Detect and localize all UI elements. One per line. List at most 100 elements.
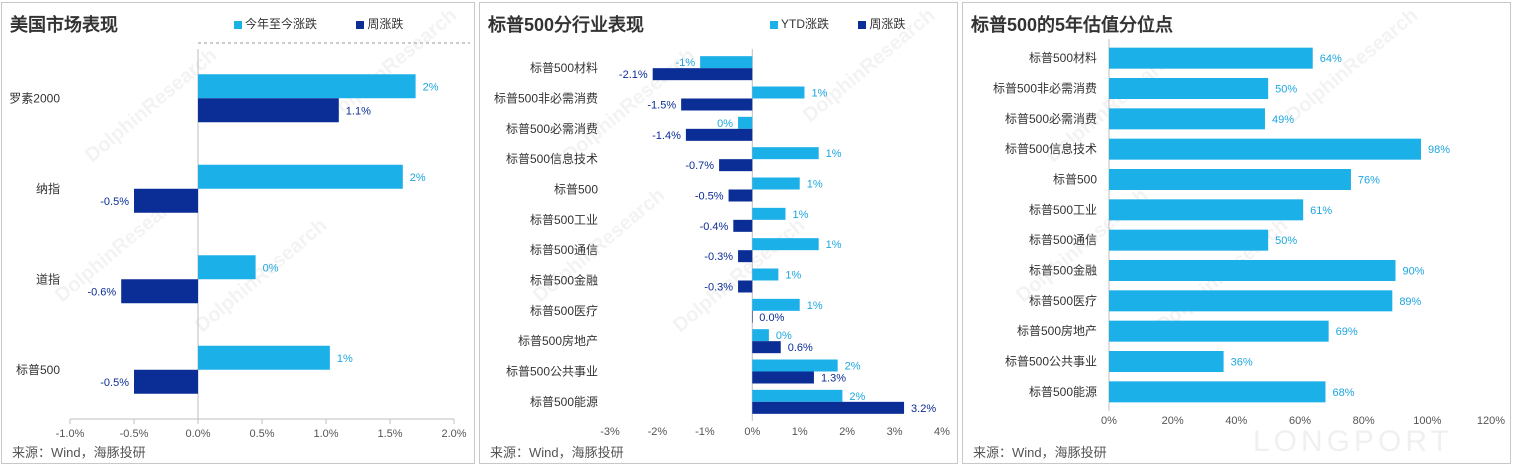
x-tick-label: -0.5% — [120, 428, 149, 440]
weekly-bar — [652, 68, 753, 81]
x-tick-label: 40% — [1225, 415, 1247, 427]
weekly-data-label: -1.4% — [652, 130, 681, 142]
legend-swatch-ytd — [234, 20, 242, 29]
weekly-bar — [198, 98, 339, 123]
x-tick-label: 120% — [1477, 415, 1505, 427]
ytd-data-label: 2% — [849, 391, 865, 403]
ytd-data-label: 1% — [811, 88, 827, 100]
weekly-data-label: -0.4% — [700, 221, 729, 233]
weekly-data-label: -0.3% — [704, 282, 733, 294]
weekly-data-label: -0.5% — [695, 191, 724, 203]
legend-item-ytd: YTD涨跌 — [770, 17, 829, 31]
ytd-data-label: 1% — [792, 209, 808, 221]
x-tick-label: -2% — [648, 426, 668, 438]
ytd-data-label: 2% — [410, 172, 426, 184]
legend-label-ytd: YTD涨跌 — [781, 17, 830, 31]
valuation-data-label: 69% — [1336, 326, 1358, 338]
ytd-data-label: 0% — [263, 262, 279, 274]
ytd-data-label: 1% — [807, 300, 823, 312]
ytd-data-label: 2% — [423, 81, 439, 93]
legend-label-weekly: 周涨跌 — [367, 17, 404, 31]
valuation-data-label: 98% — [1428, 144, 1450, 156]
category-label: 标普500必需消费 — [1005, 112, 1097, 126]
valuation-data-label: 68% — [1332, 387, 1354, 399]
legend-item-weekly: 周涨跌 — [356, 17, 403, 31]
valuation-data-label: 90% — [1403, 266, 1425, 278]
x-tick-label: -1% — [695, 426, 715, 438]
x-tick-label: 0.5% — [249, 428, 274, 440]
weekly-data-label: 1.3% — [821, 373, 846, 385]
weekly-data-label: -0.6% — [87, 286, 116, 298]
x-tick-label: 60% — [1289, 415, 1311, 427]
category-label: 标普500工业 — [1029, 203, 1097, 217]
category-label: 标普500公共事业 — [506, 365, 598, 379]
valuation-data-label: 49% — [1272, 114, 1294, 126]
valuation-data-label: 61% — [1310, 205, 1332, 217]
category-label: 标普500 — [16, 363, 60, 377]
weekly-bar — [121, 279, 198, 304]
ytd-bar — [738, 116, 753, 129]
ytd-data-label: 2% — [845, 361, 861, 373]
us-market-panel: DolphinResearch DolphinResearch DolphinRes… — [1, 2, 475, 464]
ytd-bar — [752, 238, 819, 251]
valuation-bar — [1109, 47, 1313, 69]
category-label: 标普500信息技术 — [1005, 141, 1097, 156]
valuation-bar — [1109, 229, 1269, 251]
sp500-sectors-chart: DolphinResearchDolphinResearchDolphinRes… — [494, 4, 950, 438]
category-label: 标普500工业 — [530, 213, 598, 227]
ytd-bar — [700, 56, 753, 69]
category-label: 标普500 — [554, 183, 598, 197]
legend-swatch-ytd — [770, 20, 778, 29]
ytd-bar — [752, 207, 786, 220]
ytd-bar — [752, 86, 805, 99]
weekly-data-label: 1.1% — [346, 105, 371, 117]
x-tick-label: -1.0% — [56, 428, 85, 440]
category-label: 标普500房地产 — [1017, 323, 1097, 338]
valuation-data-label: 89% — [1399, 296, 1421, 308]
us-market-chart: DolphinResearchDolphinResearchDolphinRes… — [9, 4, 470, 440]
weekly-data-label: -0.5% — [100, 196, 129, 208]
x-tick-label: 100% — [1413, 415, 1441, 427]
weekly-data-label: -0.7% — [685, 160, 714, 172]
x-tick-label: -3% — [600, 426, 620, 438]
x-tick-label: 0.0% — [185, 428, 210, 440]
valuation-chart: DolphinResearch DolphinResearchDolphinRes… — [993, 4, 1505, 458]
weekly-bar — [681, 98, 753, 111]
valuation-bar — [1109, 108, 1265, 130]
ytd-bar — [198, 164, 403, 189]
ytd-data-label: 0% — [717, 118, 733, 130]
valuation-bar — [1109, 260, 1396, 281]
ytd-data-label: 1% — [826, 148, 842, 160]
valuation-data-label: 64% — [1320, 53, 1342, 65]
category-label: 纳指 — [36, 181, 60, 196]
weekly-bar — [738, 250, 753, 263]
category-label: 标普500金融 — [530, 273, 598, 288]
weekly-data-label: -1.5% — [647, 100, 676, 112]
category-label: 标普500材料 — [530, 61, 598, 75]
valuation-title: 标普500的5年估值分位点 — [971, 15, 1174, 35]
category-label: 标普500非必需消费 — [494, 92, 598, 106]
weekly-bar — [752, 371, 814, 384]
weekly-data-label: 0.0% — [759, 312, 784, 324]
category-label: 标普500必需消费 — [506, 122, 598, 136]
weekly-data-label: 3.2% — [911, 403, 936, 415]
valuation-data-label: 36% — [1231, 357, 1253, 369]
x-tick-label: 4% — [934, 426, 950, 438]
longport-watermark: LONGPORT — [1253, 425, 1453, 458]
ytd-bar — [752, 177, 800, 190]
valuation-data-label: 76% — [1358, 175, 1380, 187]
weekly-bar — [134, 369, 198, 394]
weekly-bar — [738, 280, 753, 293]
legend-swatch-weekly — [356, 20, 365, 29]
category-label: 标普500公共事业 — [1005, 355, 1097, 369]
weekly-bar — [733, 219, 753, 232]
ytd-data-label: 0% — [776, 330, 792, 342]
sp500-sectors-source: 来源：Wind，海豚投研 — [490, 445, 624, 460]
weekly-bar — [752, 341, 781, 354]
x-tick-label: 0% — [1101, 415, 1117, 427]
category-label: 罗素2000 — [9, 91, 60, 105]
x-tick-label: 2.0% — [441, 428, 466, 440]
valuation-bar — [1109, 351, 1224, 372]
valuation-bar — [1109, 138, 1421, 160]
weekly-data-label: 0.6% — [788, 342, 813, 354]
